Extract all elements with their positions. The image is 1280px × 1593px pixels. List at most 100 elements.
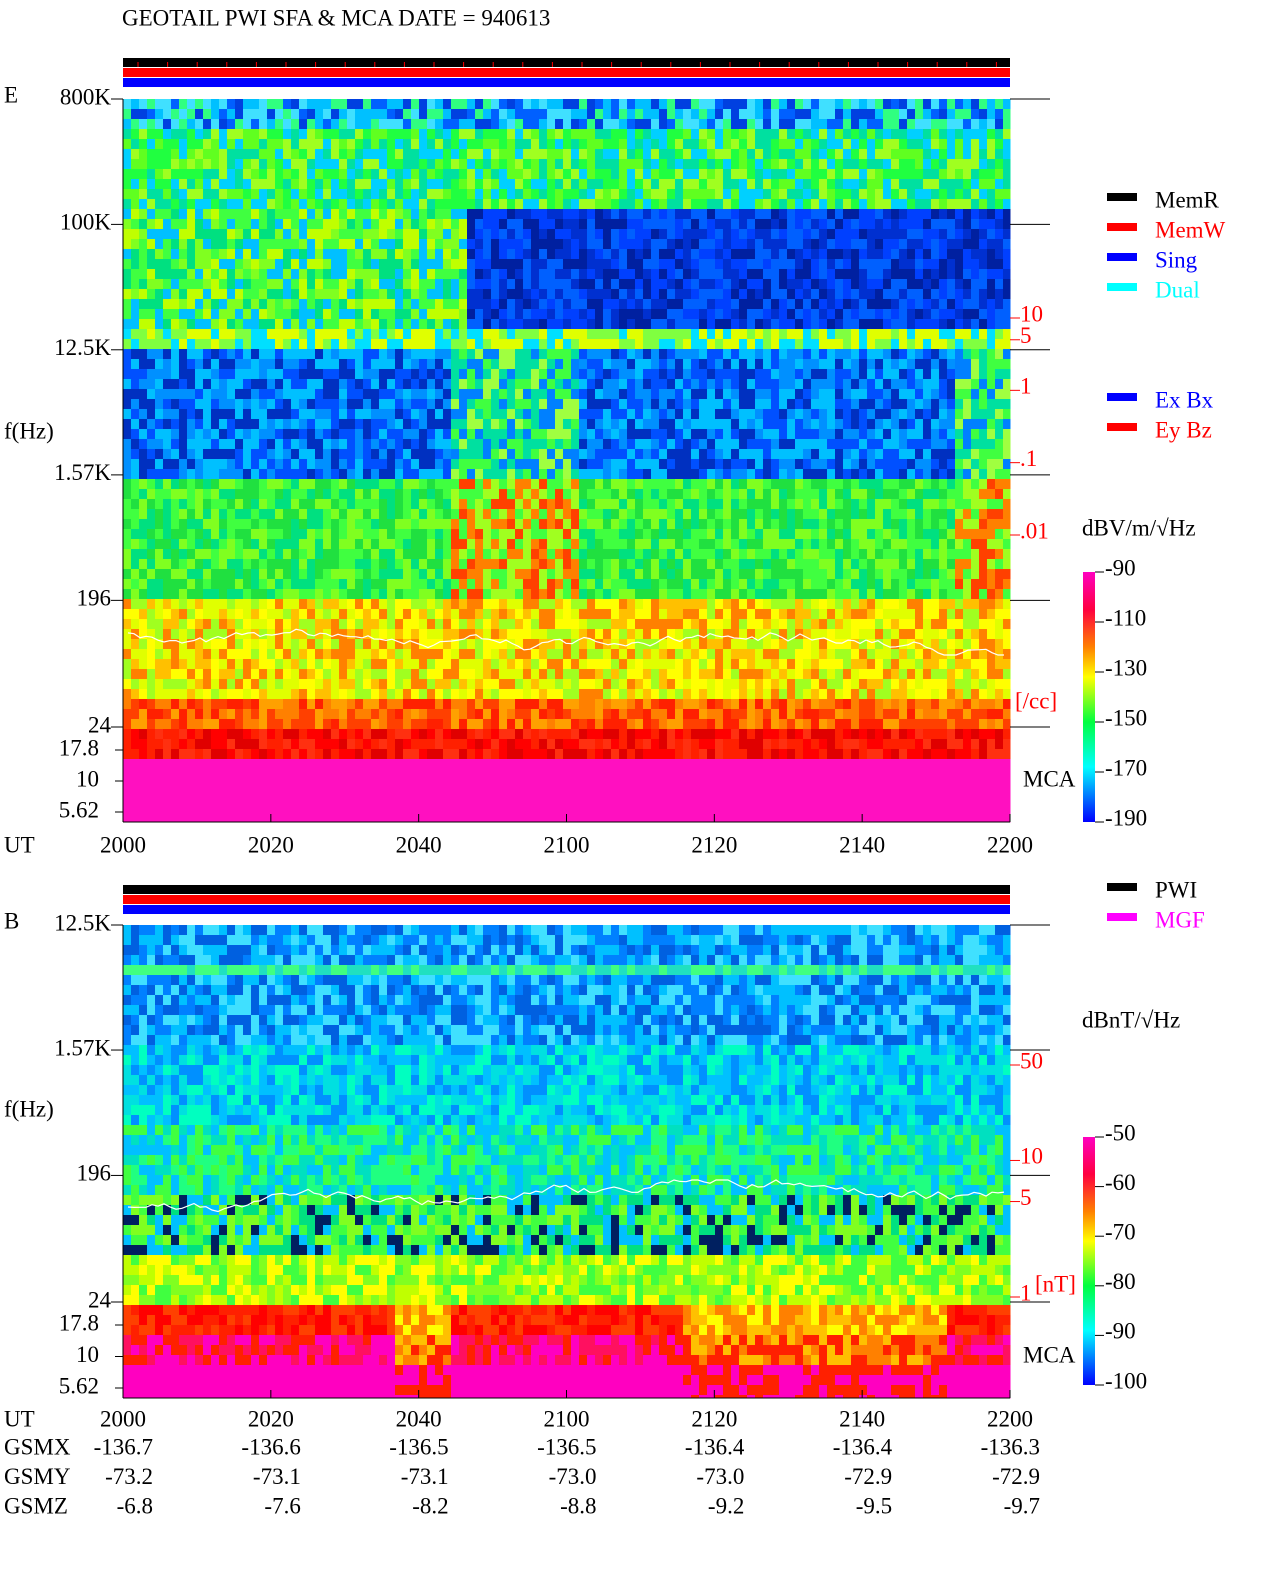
spectrogram-cell [379,229,388,240]
spectrogram-cell [515,239,524,250]
spectrogram-cell [875,379,884,390]
spectrogram-cell [267,359,276,370]
spectrogram-cell [499,389,508,400]
spectrogram-cell [483,159,492,170]
spectrogram-cell [595,459,604,470]
spectrogram-cell [443,259,452,270]
spectrogram-cell [995,469,1004,480]
spectrogram-cell [291,249,300,260]
spectrogram-cell [803,209,812,220]
spectrogram-cell [795,509,804,520]
spectrogram-cell [587,319,596,330]
spectrogram-cell [267,519,276,530]
spectrogram-cell [963,409,972,420]
spectrogram-cell [827,119,836,130]
spectrogram-cell [179,419,188,430]
spectrogram-cell [259,409,268,420]
spectrogram-cell [555,169,564,180]
spectrogram-cell [779,529,788,540]
spectrogram-cell [539,519,548,530]
spectrogram-cell [171,249,180,260]
spectrogram-cell [907,469,916,480]
spectrogram-cell [843,249,852,260]
spectrogram-cell [203,519,212,530]
spectrogram-cell [883,179,892,190]
spectrogram-cell [267,209,276,220]
spectrogram-cell [715,199,724,210]
spectrogram-cell [867,459,876,470]
spectrogram-cell [947,459,956,470]
spectrogram-cell [611,199,620,210]
spectrogram-cell [827,219,836,230]
spectrogram-cell [259,99,268,110]
spectrogram-cell [803,319,812,330]
spectrogram-cell [531,209,540,220]
spectrogram-cell [307,129,316,140]
spectrogram-cell [675,269,684,280]
spectrogram-cell [411,449,420,460]
spectrogram-cell [939,389,948,400]
spectrogram-cell [355,369,364,380]
spectrogram-cell [323,469,332,480]
spectrogram-cell [763,229,772,240]
spectrogram-cell [947,389,956,400]
spectrogram-cell [739,129,748,140]
spectrogram-cell [539,209,548,220]
spectrogram-cell [211,429,220,440]
spectrogram-cell [403,519,412,530]
spectrogram-cell [891,119,900,130]
spectrogram-cell [891,209,900,220]
spectrogram-cell [779,469,788,480]
spectrogram-cell [611,109,620,120]
spectrogram-cell [899,259,908,270]
spectrogram-cell [451,339,460,350]
spectrogram-cell [675,279,684,290]
spectrogram-cell [939,519,948,530]
spectrogram-cell [603,219,612,230]
spectrogram-cell [619,479,628,490]
spectrogram-cell [747,429,756,440]
spectrogram-cell [963,309,972,320]
spectrogram-cell [763,209,772,220]
spectrogram-cell [155,229,164,240]
spectrogram-cell [403,189,412,200]
spectrogram-cell [971,109,980,120]
spectrogram-cell [835,109,844,120]
spectrogram-cell [139,509,148,520]
spectrogram-cell [819,109,828,120]
spectrogram-cell [915,119,924,130]
spectrogram-cell [123,209,132,220]
spectrogram-cell [299,359,308,370]
spectrogram-cell [883,169,892,180]
spectrogram-cell [699,429,708,440]
spectrogram-cell [491,219,500,230]
spectrogram-cell [531,459,540,470]
spectrogram-cell [475,349,484,360]
spectrogram-cell [515,469,524,480]
spectrogram-cell [467,129,476,140]
spectrogram-cell [235,139,244,150]
spectrogram-cell [571,379,580,390]
spectrogram-cell [707,119,716,130]
spectrogram-cell [419,269,428,280]
spectrogram-cell [387,469,396,480]
spectrogram-cell [155,339,164,350]
spectrogram-cell [179,409,188,420]
spectrogram-cell [331,329,340,340]
spectrogram-cell [323,439,332,450]
spectrogram-cell [643,249,652,260]
spectrogram-cell [787,349,796,360]
spectrogram-cell [259,229,268,240]
spectrogram-cell [1003,229,1011,240]
spectrogram-cell [179,179,188,190]
spectrogram-cell [771,279,780,290]
spectrogram-cell [947,249,956,260]
spectrogram-cell [123,469,132,480]
spectrogram-cell [651,479,660,490]
spectrogram-cell [963,379,972,390]
spectrogram-cell [891,139,900,150]
spectrogram-cell [579,359,588,370]
spectrogram-cell [971,489,980,500]
spectrogram-cell [379,379,388,390]
spectrogram-cell [987,239,996,250]
